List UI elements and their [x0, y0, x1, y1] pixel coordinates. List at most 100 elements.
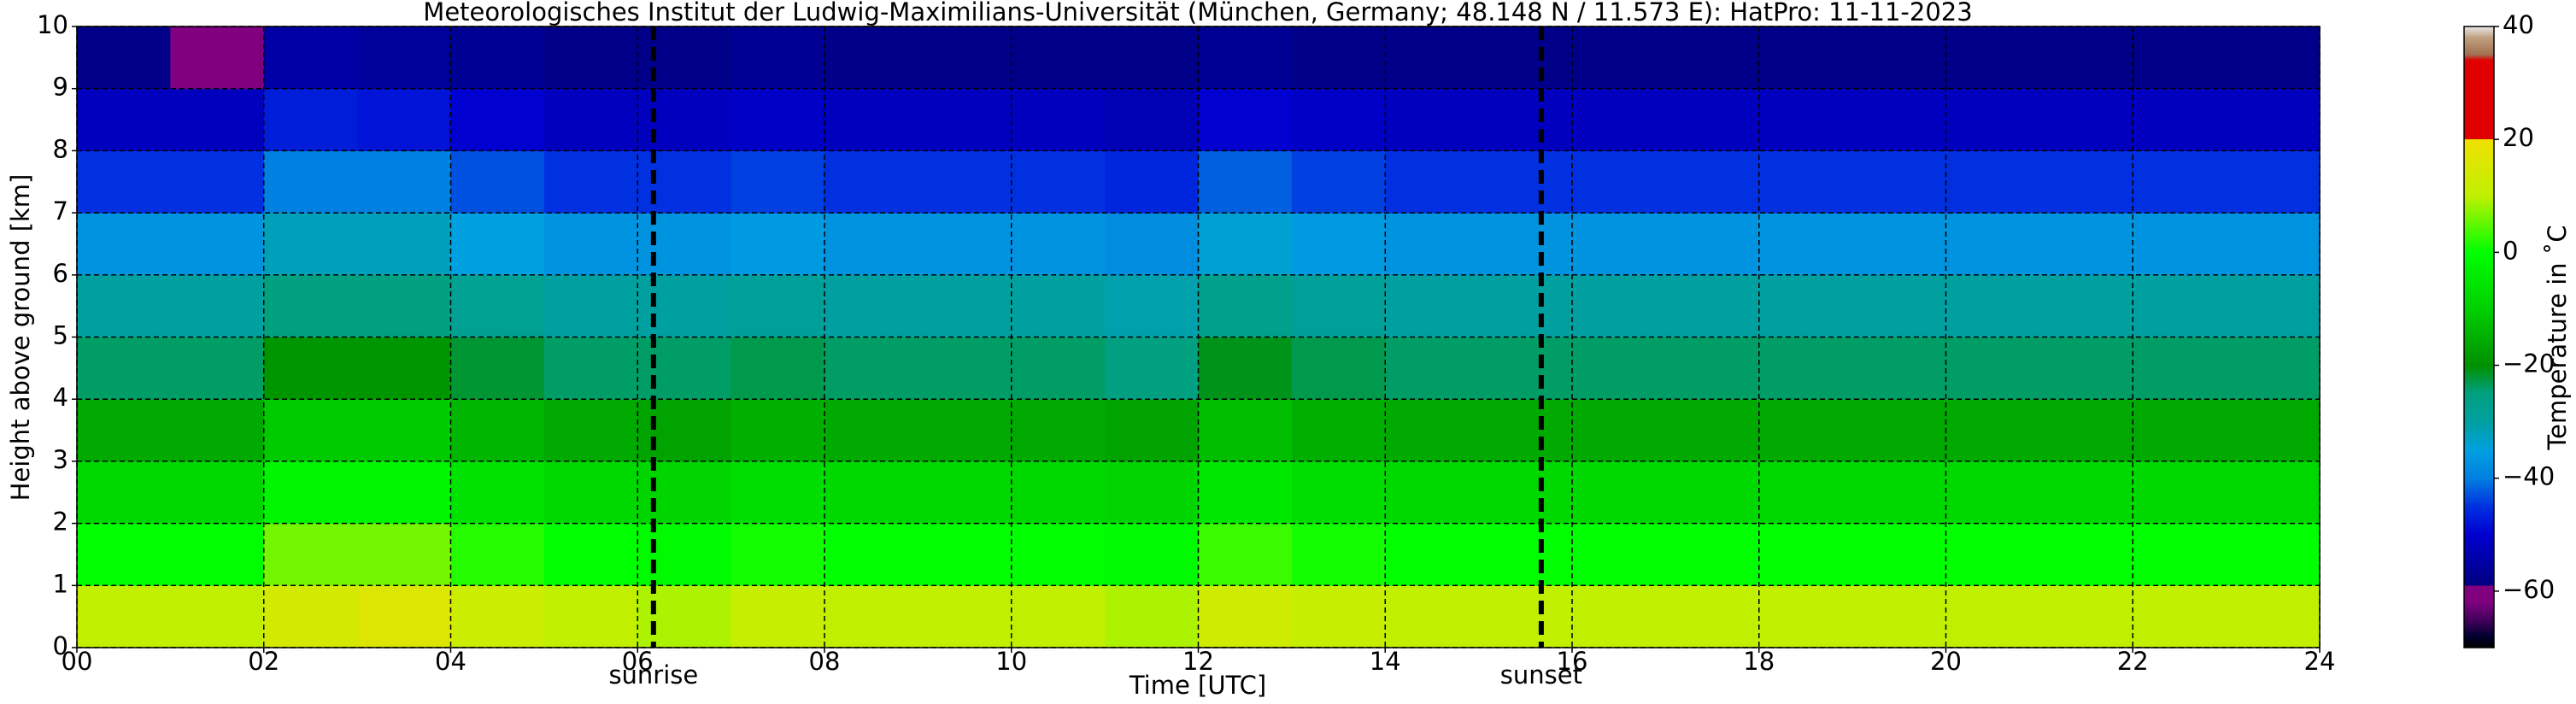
heat-cell	[1291, 274, 1386, 337]
heat-cell	[1385, 88, 1480, 151]
heat-cell	[637, 461, 732, 525]
heat-cell	[2039, 585, 2133, 648]
heat-cell	[1572, 337, 1666, 400]
y-tick-label: 5	[53, 321, 68, 350]
heat-cell	[918, 26, 1012, 90]
x-tick-label: 12	[1182, 647, 1214, 676]
heat-cell	[1758, 337, 1853, 400]
heat-cell	[1478, 274, 1573, 337]
heat-cell	[1758, 26, 1853, 90]
heat-cell	[1291, 213, 1386, 276]
heat-cell	[2039, 523, 2133, 586]
y-tick-label: 8	[53, 134, 68, 163]
heat-cell	[1758, 461, 1853, 525]
heat-cell	[1011, 399, 1106, 462]
heat-cell	[1105, 274, 1199, 337]
heat-cell	[2039, 213, 2133, 276]
heat-cell	[918, 461, 1012, 525]
heat-cell	[1198, 337, 1293, 400]
heat-cell	[1011, 461, 1106, 525]
heat-cell	[77, 150, 171, 214]
heat-cell	[450, 585, 545, 648]
heat-cell	[918, 274, 1012, 337]
heat-cell	[1011, 88, 1106, 151]
heat-cell	[1852, 88, 1946, 151]
heat-cell	[1852, 213, 1946, 276]
heat-cell	[450, 461, 545, 525]
x-tick-label: 02	[248, 647, 279, 676]
heat-cell	[1665, 26, 1760, 90]
x-tick-label: 20	[1930, 647, 1962, 676]
x-tick-label: 06	[622, 647, 654, 676]
colorbar-tick-label: −40	[2503, 462, 2555, 491]
heat-cell	[1011, 213, 1106, 276]
heat-cell	[170, 399, 265, 462]
heat-cell	[2133, 585, 2227, 648]
heat-cell	[543, 399, 638, 462]
x-tick-label: 24	[2304, 647, 2336, 676]
heat-cell	[357, 585, 451, 648]
heat-cell	[1572, 523, 1666, 586]
heat-cell	[1758, 88, 1853, 151]
heat-cell	[1105, 399, 1199, 462]
heat-cell	[77, 213, 171, 276]
heat-cell	[1945, 523, 2040, 586]
heat-cell	[77, 88, 171, 151]
heat-cell	[2226, 274, 2321, 337]
heat-cell	[1478, 585, 1573, 648]
heat-cell	[918, 399, 1012, 462]
heat-cell	[1945, 585, 2040, 648]
heat-cell	[731, 585, 825, 648]
heat-cell	[1945, 88, 2040, 151]
x-tick-label: 14	[1370, 647, 1401, 676]
heat-cell	[1011, 523, 1106, 586]
heat-cell	[2226, 461, 2321, 525]
heat-cell	[1291, 585, 1386, 648]
heat-cell	[2039, 26, 2133, 90]
heat-cell	[1665, 585, 1760, 648]
heat-cell	[637, 585, 732, 648]
heat-cell	[1478, 461, 1573, 525]
colorbar-tick-label: −60	[2503, 575, 2555, 604]
heat-cell	[1572, 150, 1666, 214]
heat-cell	[1198, 26, 1293, 90]
heat-cell	[1011, 26, 1106, 90]
heat-cell	[543, 585, 638, 648]
x-tick-label: 04	[435, 647, 466, 676]
heat-cell	[1852, 523, 1946, 586]
heat-cell	[2226, 585, 2321, 648]
heat-cell	[1758, 399, 1853, 462]
heat-cell	[1852, 585, 1946, 648]
heat-cell	[1852, 150, 1946, 214]
heat-cell	[1385, 337, 1480, 400]
heat-cell	[77, 523, 171, 586]
heat-cell	[1291, 337, 1386, 400]
heat-cell	[357, 461, 451, 525]
heat-cell	[1758, 213, 1853, 276]
heat-cell	[170, 150, 265, 214]
heat-cell	[450, 150, 545, 214]
heat-cell	[1945, 337, 2040, 400]
y-tick-label: 0	[53, 631, 68, 660]
heat-cell	[1198, 274, 1293, 337]
heat-cell	[918, 523, 1012, 586]
heat-cell	[1011, 337, 1106, 400]
heat-cell	[1478, 523, 1573, 586]
x-tick-label: 16	[1557, 647, 1588, 676]
heat-cell	[170, 585, 265, 648]
colorbar-label: Temperature in ˚C	[2543, 225, 2572, 450]
heat-cell	[2133, 213, 2227, 276]
heat-cell	[1478, 337, 1573, 400]
heat-cell	[263, 585, 358, 648]
y-tick-label: 10	[37, 10, 68, 39]
heat-cell	[77, 26, 171, 90]
heat-cell	[1572, 213, 1666, 276]
x-tick-label: 08	[809, 647, 841, 676]
y-tick-label: 2	[53, 507, 68, 537]
heat-cell	[1105, 213, 1199, 276]
x-axis-label: Time [UTC]	[1129, 671, 1266, 700]
heat-cell	[170, 337, 265, 400]
heat-cell	[824, 213, 918, 276]
heat-cell	[543, 274, 638, 337]
